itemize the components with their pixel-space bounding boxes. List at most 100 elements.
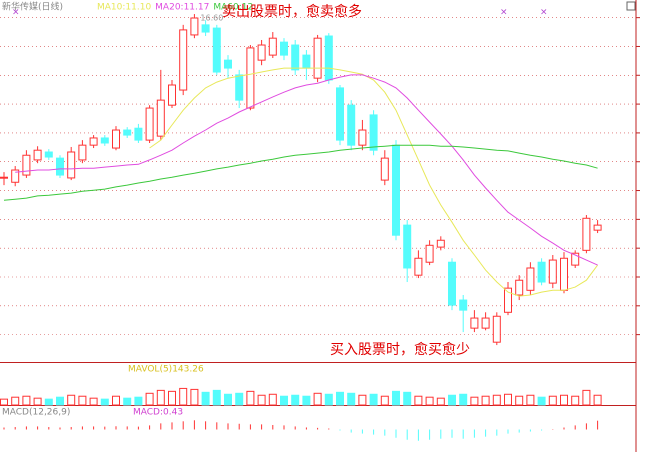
- volume-bar: [235, 392, 244, 406]
- candle-body: [336, 87, 344, 141]
- volume-bar: [537, 396, 546, 406]
- candle-body: [571, 252, 580, 266]
- candle-body: [123, 129, 132, 136]
- candle-body: [414, 257, 423, 276]
- ma-line: [3, 144, 598, 201]
- candle-body: [459, 299, 468, 311]
- candle-body: [168, 84, 176, 106]
- candle-body: [280, 41, 288, 56]
- volume-bar: [392, 390, 400, 406]
- volume-bar: [56, 396, 64, 406]
- candle-body: [145, 107, 154, 141]
- volume-bar: [459, 393, 468, 406]
- volume-bar: [504, 393, 512, 406]
- volume-bar: [403, 391, 412, 406]
- legend-entry: MA60:12: [213, 3, 253, 13]
- candle-body: [134, 127, 143, 141]
- candle-body: [593, 224, 602, 231]
- candle-body: [582, 217, 591, 251]
- volume-bar: [11, 396, 20, 406]
- volume-bar: [22, 395, 31, 406]
- candle-body: [324, 35, 333, 81]
- volume-bar: [33, 397, 42, 406]
- candle-body: [504, 287, 512, 313]
- volume-bar: [571, 395, 580, 406]
- volume-bar: [89, 397, 98, 406]
- volume-bar: [123, 397, 132, 406]
- candle-body: [392, 144, 400, 236]
- candle-body: [369, 114, 378, 151]
- ma-line: [15, 74, 598, 266]
- volume-bar: [324, 393, 333, 406]
- candle-body: [67, 151, 76, 179]
- volume-bar: [470, 396, 479, 406]
- candle-body: [560, 257, 568, 291]
- candle-body: [201, 24, 210, 33]
- candle-body: [291, 44, 300, 71]
- candle-body: [56, 157, 64, 176]
- marker-x: ×: [500, 8, 508, 18]
- volume-bar: [436, 397, 445, 406]
- annotation: 买入股票时，愈买愈少: [330, 342, 470, 358]
- candle-body: [358, 129, 367, 146]
- volume-bar: [212, 389, 221, 406]
- volume-bar: [156, 389, 165, 406]
- volume-bar: [425, 396, 434, 406]
- volume-bar: [224, 393, 232, 406]
- candle-body: [548, 259, 557, 284]
- volume-bar: [380, 395, 389, 406]
- candle-body: [537, 261, 546, 283]
- candle-body: [224, 59, 232, 69]
- volume-bar: [78, 395, 87, 406]
- candle-body: [179, 29, 188, 91]
- marker-x: ×: [540, 8, 548, 18]
- candle-body: [313, 37, 322, 79]
- volume-bar: [515, 395, 524, 406]
- candle-body: [448, 261, 456, 306]
- candle-body: [403, 224, 412, 269]
- volume-bar: [582, 389, 591, 406]
- volume-bar: [67, 394, 76, 406]
- macd-value: MACD:0.43: [133, 408, 183, 418]
- volume-bar: [190, 388, 199, 406]
- volume-bar: [100, 398, 109, 406]
- candle-body: [481, 317, 490, 329]
- volume-label: MAVOL(5)143.26: [128, 365, 204, 375]
- volume-bar: [414, 395, 423, 406]
- candle-body: [156, 99, 165, 137]
- volume-bar: [481, 395, 490, 406]
- candle-body: [22, 154, 31, 176]
- volume-bar: [145, 392, 154, 406]
- candle-body: [44, 151, 53, 158]
- volume-bar: [44, 398, 53, 406]
- candle-body: [33, 149, 42, 161]
- candle-body: [11, 169, 20, 183]
- volume-bar: [302, 395, 311, 406]
- candle-body: [235, 74, 244, 101]
- candle-body: [268, 37, 277, 56]
- legend-entry: MA10:11.10: [97, 3, 151, 13]
- candle-body: [246, 47, 255, 109]
- corner-icon[interactable]: [626, 1, 636, 11]
- volume-bar: [0, 398, 8, 406]
- volume-bar: [492, 394, 501, 406]
- candle-body: [89, 137, 98, 146]
- ma-line: [149, 67, 599, 297]
- candle-body: [302, 54, 311, 69]
- volume-bar: [201, 391, 210, 406]
- candle-body: [257, 44, 266, 61]
- volume-bar: [369, 393, 378, 406]
- legend-entry: MA20:11.17: [155, 3, 209, 13]
- candle-body: [515, 279, 524, 296]
- volume-bar: [257, 394, 266, 406]
- candle-body: [425, 244, 434, 263]
- volume-bar: [280, 395, 288, 406]
- candle-body: [380, 157, 389, 181]
- max-label: 16.60: [200, 14, 223, 23]
- volume-bar: [179, 387, 188, 406]
- candle-body: [100, 137, 109, 144]
- volume-bar: [448, 394, 456, 406]
- volume-bar: [593, 394, 602, 406]
- annotation: 卖出股票时，愈卖愈多: [222, 3, 362, 20]
